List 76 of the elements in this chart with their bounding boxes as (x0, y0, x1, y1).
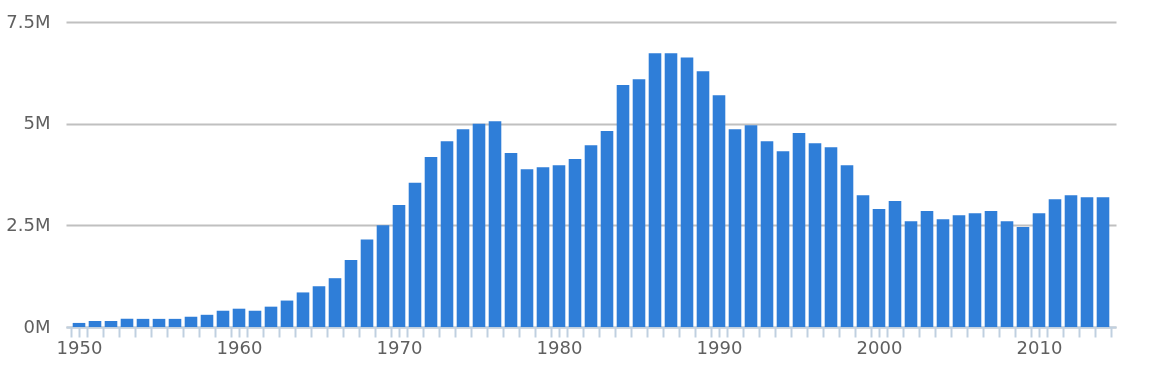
bar (920, 211, 934, 327)
bar (152, 318, 166, 327)
bar (520, 169, 534, 327)
bar (376, 225, 390, 327)
bar (1000, 221, 1014, 327)
x-tick-label: 1960 (216, 336, 263, 358)
bar (88, 320, 102, 327)
bar (952, 215, 966, 327)
bar (360, 239, 374, 327)
y-tick-label: 2.5M (6, 213, 51, 235)
bar (680, 57, 694, 327)
bar (808, 143, 822, 327)
x-tick-label: 1950 (56, 336, 103, 358)
bar (936, 219, 950, 327)
bar (280, 300, 294, 327)
bar (248, 310, 262, 327)
bar (664, 53, 678, 327)
bar (760, 141, 774, 327)
bar (344, 259, 358, 327)
y-tick-label: 5M (23, 112, 51, 134)
bar (1080, 197, 1094, 327)
bar (488, 121, 502, 327)
bar (712, 95, 726, 327)
bar (536, 167, 550, 327)
bar (776, 151, 790, 327)
bar (440, 141, 454, 327)
bar (200, 314, 214, 327)
bar (424, 157, 438, 327)
bar (120, 318, 134, 327)
bar (408, 182, 422, 327)
bar (296, 292, 310, 327)
bar (264, 306, 278, 327)
bar (72, 322, 86, 327)
bar (840, 165, 854, 327)
bar (904, 221, 918, 327)
x-tick-label: 2000 (856, 336, 903, 358)
bar (1064, 195, 1078, 327)
y-tick-label: 0M (23, 315, 51, 337)
bar (232, 308, 246, 327)
bar (616, 85, 630, 327)
x-tick-label: 1980 (536, 336, 583, 358)
bar (104, 320, 118, 327)
x-tick-label: 2010 (1016, 336, 1063, 358)
bar (856, 195, 870, 327)
bar (888, 200, 902, 327)
bar (824, 147, 838, 327)
bar (872, 209, 886, 327)
bar (696, 71, 710, 327)
bar (1048, 199, 1062, 327)
y-tick-label: 7.5M (6, 10, 51, 32)
bar (504, 152, 518, 327)
bar (744, 125, 758, 327)
bar (136, 318, 150, 327)
bar (1016, 226, 1030, 327)
bar (184, 316, 198, 327)
bar (568, 159, 582, 327)
bar (328, 278, 342, 327)
x-tick-label: 1970 (376, 336, 423, 358)
bar (552, 165, 566, 327)
bar (648, 53, 662, 327)
bar (392, 205, 406, 327)
bar (632, 79, 646, 327)
bar (584, 145, 598, 327)
x-tick-label: 1990 (696, 336, 743, 358)
bar (984, 211, 998, 327)
bar (168, 318, 182, 327)
bar (792, 133, 806, 327)
bar (456, 129, 470, 327)
bar (1032, 213, 1046, 327)
bar (216, 310, 230, 327)
bar (968, 213, 982, 327)
bar (1096, 197, 1110, 327)
bar (472, 123, 486, 327)
bar (728, 129, 742, 327)
bar (600, 130, 614, 327)
bar (312, 286, 326, 327)
